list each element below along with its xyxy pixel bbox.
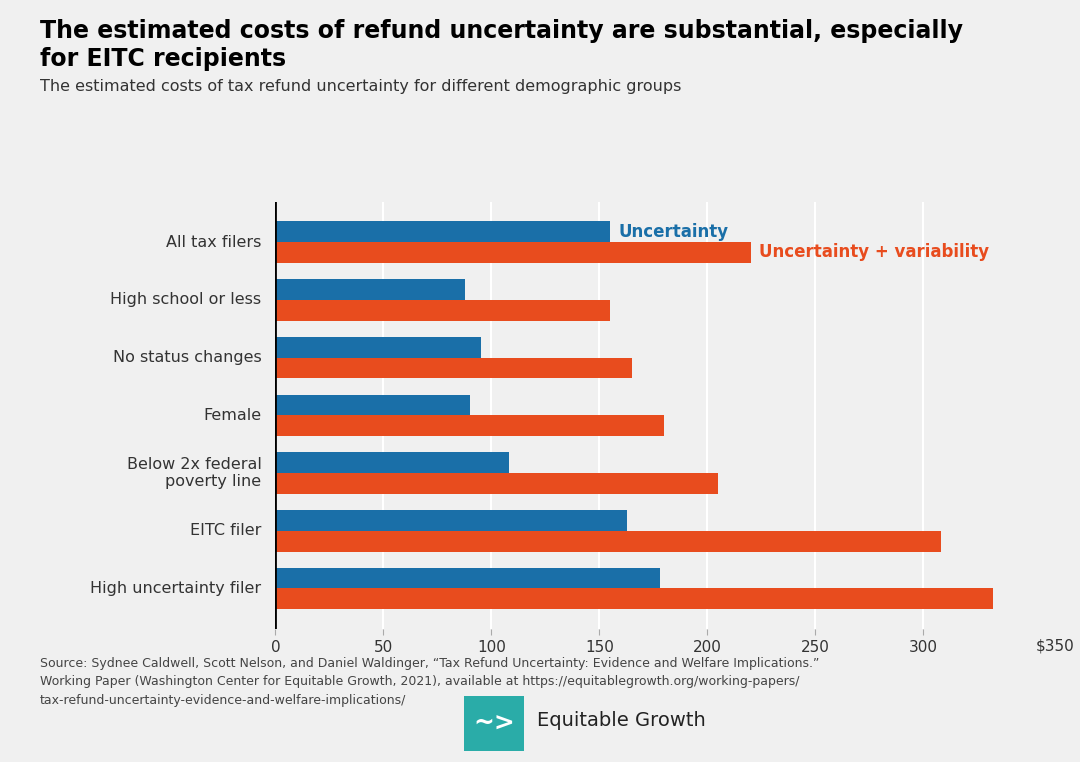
Bar xyxy=(275,568,660,588)
Text: Uncertainty + variability: Uncertainty + variability xyxy=(759,244,989,261)
Text: The estimated costs of refund uncertainty are substantial, especially: The estimated costs of refund uncertaint… xyxy=(40,19,963,43)
Bar xyxy=(275,357,632,379)
Bar xyxy=(275,242,751,263)
Bar xyxy=(275,531,941,552)
Text: Source: Sydnee Caldwell, Scott Nelson, and Daniel Waldinger, “Tax Refund Uncerta: Source: Sydnee Caldwell, Scott Nelson, a… xyxy=(40,657,820,707)
Bar xyxy=(275,473,718,494)
Text: Uncertainty: Uncertainty xyxy=(619,223,729,241)
FancyBboxPatch shape xyxy=(460,692,528,754)
Bar xyxy=(275,221,610,242)
Text: ~>: ~> xyxy=(473,712,515,736)
Text: The estimated costs of tax refund uncertainty for different demographic groups: The estimated costs of tax refund uncert… xyxy=(40,79,681,94)
Bar xyxy=(275,299,610,321)
Bar xyxy=(275,452,509,473)
Bar xyxy=(275,279,465,299)
Bar xyxy=(275,510,627,531)
Text: for EITC recipients: for EITC recipients xyxy=(40,47,286,71)
Text: Equitable Growth: Equitable Growth xyxy=(537,711,705,729)
Bar xyxy=(275,588,993,610)
Bar xyxy=(275,415,664,436)
Bar xyxy=(275,337,481,357)
Bar xyxy=(275,395,470,415)
Text: $350: $350 xyxy=(1036,638,1075,653)
